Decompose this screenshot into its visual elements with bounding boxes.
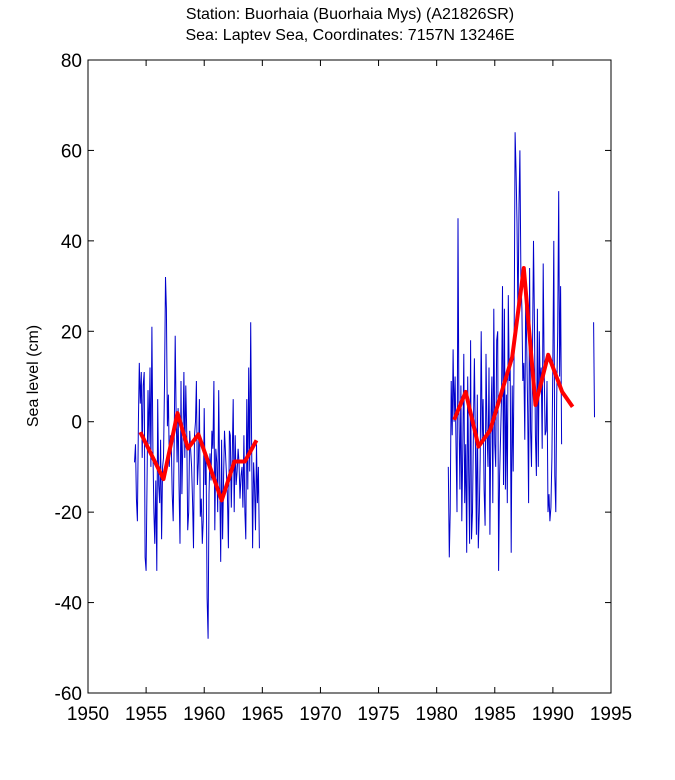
y-axis-label: Sea level (cm)	[25, 325, 42, 427]
monthly-series-line-1	[447, 132, 563, 571]
x-tick-label: 1960	[183, 704, 225, 725]
x-tick-label: 1985	[474, 704, 516, 725]
x-tick-label: 1995	[590, 704, 632, 725]
x-tick-label: 1965	[241, 704, 283, 725]
x-tick-label: 1975	[357, 704, 399, 725]
y-tick-label: 0	[71, 413, 82, 434]
axis-ticks: 1950 1955 1960 1965 1970 1975 1980 1985 1990 1995…	[55, 51, 633, 725]
y-tick-label: -60	[55, 684, 82, 705]
y-tick-label: -20	[55, 503, 82, 524]
y-tick-label: 40	[61, 232, 82, 253]
x-tick-label: 1980	[416, 704, 458, 725]
x-tick-label: 1970	[299, 704, 341, 725]
y-tick-label: 80	[61, 51, 82, 72]
monthly-series-line-0	[134, 276, 260, 639]
plot-lines	[134, 132, 595, 639]
x-tick-label: 1950	[67, 704, 109, 725]
chart-title: Station: Buorhaia (Buorhaia Mys) (A21826…	[185, 6, 515, 23]
annual-mean-line-1	[452, 266, 575, 449]
x-tick-label: 1990	[532, 704, 574, 725]
chart-subtitle: Sea: Laptev Sea, Coordinates: 7157N 1324…	[185, 27, 515, 44]
monthly-series-line-2	[593, 322, 595, 418]
y-tick-label: -40	[55, 594, 82, 615]
annual-mean-line-0	[138, 411, 259, 503]
y-tick-label: 20	[61, 322, 82, 343]
y-tick-label: 60	[61, 141, 82, 162]
axes-box	[87, 59, 612, 694]
x-tick-label: 1955	[125, 704, 167, 725]
